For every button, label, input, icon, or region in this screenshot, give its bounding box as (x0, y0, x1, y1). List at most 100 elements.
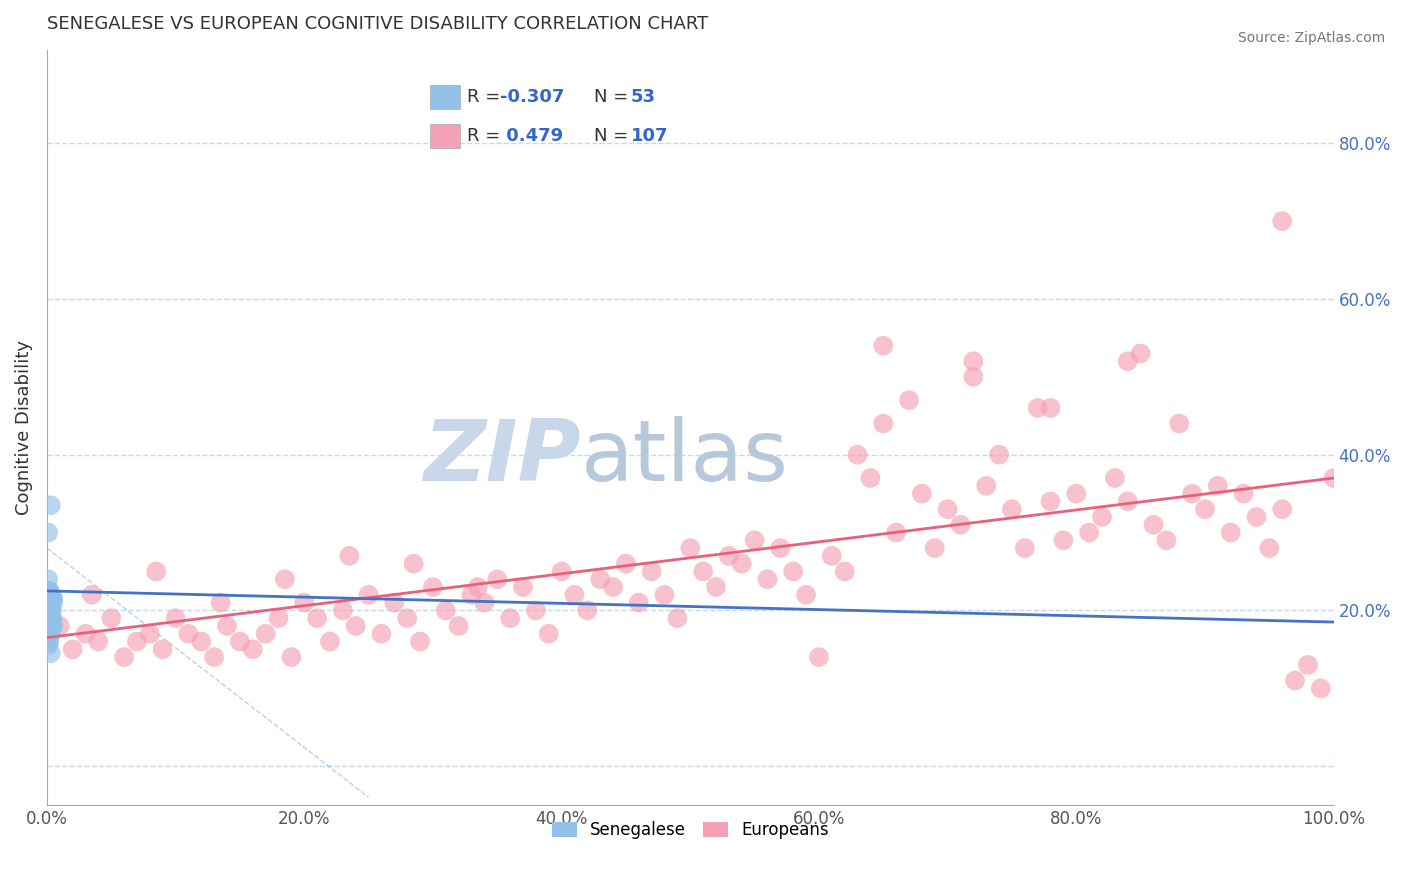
Point (39, 646, 62, 660)
Point (37, 619, 59, 633)
Point (37, 599, 59, 614)
Point (1039, 401, 1062, 415)
Point (38, 634, 60, 648)
Text: SENEGALESE VS EUROPEAN COGNITIVE DISABILITY CORRELATION CHART: SENEGALESE VS EUROPEAN COGNITIVE DISABIL… (46, 15, 709, 33)
Point (872, 339, 894, 353)
Point (75, 626, 97, 640)
Point (87, 634, 110, 648)
Y-axis label: Cognitive Disability: Cognitive Disability (15, 340, 32, 515)
Point (80, 588, 103, 602)
Point (1104, 471, 1126, 485)
Point (139, 626, 162, 640)
Point (319, 634, 342, 648)
Point (39, 603, 62, 617)
Point (409, 634, 432, 648)
Point (564, 588, 586, 602)
Point (537, 626, 560, 640)
Point (152, 642, 174, 657)
Point (41, 615, 63, 629)
Point (38, 583, 60, 598)
Point (1052, 533, 1074, 548)
Point (38, 583, 60, 598)
Point (190, 634, 212, 648)
Point (1168, 417, 1191, 431)
Point (37, 583, 59, 598)
Point (756, 572, 779, 586)
Point (640, 565, 662, 579)
Point (1246, 510, 1268, 524)
Point (42, 596, 65, 610)
Point (274, 572, 297, 586)
Point (782, 565, 804, 579)
Point (1116, 354, 1139, 368)
Point (1001, 502, 1024, 516)
Point (692, 565, 714, 579)
Point (654, 588, 676, 602)
Point (39, 615, 62, 629)
Point (41, 611, 63, 625)
Point (41, 611, 63, 625)
Point (1064, 486, 1087, 500)
Point (1271, 214, 1294, 228)
Legend: Senegalese, Europeans: Senegalese, Europeans (546, 814, 835, 846)
Point (550, 565, 572, 579)
Point (145, 565, 167, 579)
Point (434, 603, 457, 617)
Point (344, 619, 367, 633)
Point (1142, 517, 1164, 532)
Point (37, 572, 59, 586)
Point (38, 607, 60, 622)
Point (39, 607, 62, 622)
Point (949, 517, 972, 532)
Point (49, 619, 72, 633)
Point (39, 588, 62, 602)
Point (37, 623, 59, 637)
Point (589, 572, 612, 586)
Point (292, 596, 315, 610)
Point (38, 607, 60, 622)
Point (38, 619, 60, 633)
Point (165, 611, 187, 625)
Point (39, 599, 62, 614)
Point (627, 596, 650, 610)
Point (898, 393, 921, 408)
Point (38, 611, 60, 625)
Point (962, 369, 984, 384)
Point (332, 603, 354, 617)
Point (602, 580, 624, 594)
Point (42, 619, 65, 633)
Point (924, 541, 946, 555)
Point (1091, 510, 1114, 524)
Point (38, 599, 60, 614)
Point (1014, 541, 1036, 555)
Point (38, 607, 60, 622)
Point (39, 623, 62, 637)
Point (974, 479, 997, 493)
Point (38, 611, 60, 625)
Point (39, 588, 62, 602)
Point (39, 603, 62, 617)
Point (38, 603, 60, 617)
Point (41, 615, 63, 629)
Point (422, 580, 444, 594)
Point (38, 623, 60, 637)
Point (834, 565, 856, 579)
Point (1309, 681, 1331, 696)
Point (499, 611, 522, 625)
Point (38, 607, 60, 622)
Point (1116, 494, 1139, 508)
Point (177, 626, 200, 640)
Point (39, 588, 62, 602)
Point (872, 417, 894, 431)
Point (37, 596, 59, 610)
Point (39, 596, 62, 610)
Point (1129, 346, 1152, 360)
Point (209, 596, 232, 610)
Point (242, 642, 264, 657)
Point (229, 634, 252, 648)
Point (807, 650, 830, 665)
Point (614, 557, 637, 571)
Point (1194, 502, 1216, 516)
Point (215, 619, 238, 633)
Text: ZIP: ZIP (423, 417, 581, 500)
